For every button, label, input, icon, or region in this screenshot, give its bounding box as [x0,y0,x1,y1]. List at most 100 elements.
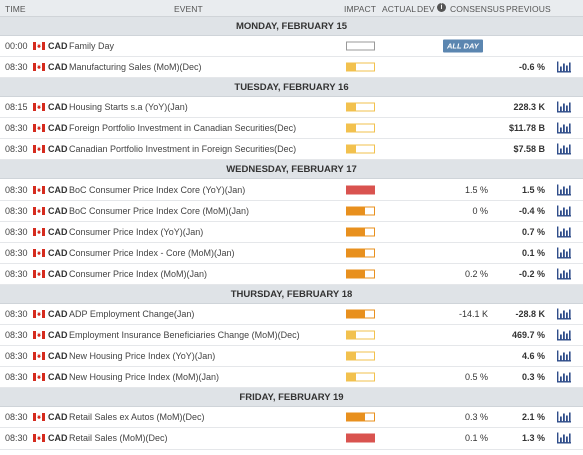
chart-icon[interactable] [557,205,571,217]
event-name[interactable]: Employment Insurance Beneficiaries Chang… [69,330,300,341]
event-time: 08:15 [5,102,28,113]
header-consensus[interactable]: CONSENSUS [450,4,505,14]
chart-icon[interactable] [557,101,571,113]
day-header: MONDAY, FEBRUARY 15 [0,17,583,36]
event-row[interactable]: 08:30 CAD Retail Sales ex Autos (MoM)(Dec)… [0,407,583,429]
event-name[interactable]: Retail Sales (MoM)(Dec) [69,433,168,444]
impact-fill [347,413,365,421]
event-name[interactable]: Canadian Portfolio Investment in Foreign… [69,144,297,155]
event-row[interactable]: 08:30 CAD Canadian Portfolio Investment in… [0,139,583,161]
header-previous[interactable]: PREVIOUS [506,4,551,14]
event-row[interactable]: 08:30 CAD Consumer Price Index (YoY)(Jan) 0… [0,221,583,243]
event-name[interactable]: Housing Starts s.a (YoY)(Jan) [69,102,188,113]
event-row[interactable]: 08:15 CAD Housing Starts s.a (YoY)(Jan) 228… [0,97,583,119]
event-name[interactable]: Retail Sales ex Autos (MoM)(Dec) [69,412,205,423]
canada-flag-icon [33,331,45,340]
impact-indicator [346,123,375,133]
canada-flag-icon [33,309,45,318]
impact-indicator [346,41,375,51]
event-previous: 1.3 % [521,433,545,444]
chart-icon[interactable] [557,308,571,320]
chart-icon[interactable] [557,350,571,362]
event-name[interactable]: BoC Consumer Price Index Core (MoM)(Jan) [69,205,250,216]
event-name[interactable]: Consumer Price Index (YoY)(Jan) [69,226,204,237]
event-time: 08:30 [5,144,28,155]
impact-fill [347,373,356,381]
event-row[interactable]: 08:30 CAD ADP Employment Change(Jan) -14.1 … [0,303,583,326]
event-row[interactable]: 08:30 CAD Foreign Portfolio Investment in … [0,118,583,140]
event-consensus: -14.1 K [458,308,488,319]
canada-flag-icon [33,42,45,51]
impact-fill [347,103,356,111]
header-impact[interactable]: IMPACT [344,4,377,14]
chart-icon[interactable] [557,371,571,383]
chart-icon[interactable] [557,268,571,280]
event-name[interactable]: Family Day [69,41,115,52]
chart-icon[interactable] [557,226,571,238]
all-day-badge: ALL DAY [443,39,483,53]
impact-indicator [346,248,375,258]
chart-icon[interactable] [557,411,571,423]
event-name[interactable]: New Housing Price Index (MoM)(Jan) [69,372,220,383]
event-row[interactable]: 08:30 CAD BoC Consumer Price Index Core (M… [0,200,583,222]
event-name[interactable]: Consumer Price Index - Core (MoM)(Jan) [69,247,235,258]
chart-icon[interactable] [557,61,571,73]
event-previous: 2.1 % [521,412,545,423]
event-name[interactable]: Foreign Portfolio Investment in Canadian… [69,123,297,134]
event-time: 08:30 [5,330,28,341]
event-row[interactable]: 08:30 CAD Consumer Price Index - Core (MoM… [0,242,583,264]
event-name[interactable]: New Housing Price Index (YoY)(Jan) [69,351,216,362]
event-currency: CAD [48,433,68,444]
header-actual[interactable]: ACTUAL [382,4,417,14]
impact-fill [347,434,374,442]
table-header: TIME EVENT IMPACT ACTUAL DEV i CONSENSUS… [0,0,583,17]
event-row[interactable]: 00:00 CAD Family Day ALL DAY [0,36,583,58]
impact-indicator [346,185,375,195]
event-consensus: 0.5 % [464,372,488,383]
event-row[interactable]: 08:30 CAD Retail Sales (MoM)(Dec) 0.1 % 1.3 … [0,428,583,450]
event-currency: CAD [48,123,68,134]
event-previous: -28.8 K [515,308,545,319]
header-time[interactable]: TIME [5,4,26,14]
info-icon[interactable]: i [437,3,446,12]
event-currency: CAD [48,144,68,155]
chart-icon[interactable] [557,247,571,259]
chart-icon[interactable] [557,122,571,134]
event-name[interactable]: ADP Employment Change(Jan) [69,308,195,319]
event-currency: CAD [48,41,68,52]
impact-fill [347,310,365,318]
chart-icon[interactable] [557,329,571,341]
event-row[interactable]: 08:30 CAD Employment Insurance Beneficiari… [0,325,583,347]
impact-fill [347,270,365,278]
day-header: WEDNESDAY, FEBRUARY 17 [0,160,583,180]
event-name[interactable]: Manufacturing Sales (MoM)(Dec) [69,62,202,73]
event-name[interactable]: Consumer Price Index (MoM)(Jan) [69,268,208,279]
day-header: FRIDAY, FEBRUARY 19 [0,388,583,408]
event-row[interactable]: 08:30 CAD Manufacturing Sales (MoM)(Dec) -0… [0,57,583,79]
canada-flag-icon [33,124,45,133]
impact-indicator [346,62,375,72]
impact-fill [347,331,356,339]
header-dev[interactable]: DEV [417,4,435,14]
canada-flag-icon [33,352,45,361]
chart-icon[interactable] [557,184,571,196]
event-time: 08:30 [5,247,28,258]
event-time: 08:30 [5,308,28,319]
canada-flag-icon [33,248,45,257]
event-time: 08:30 [5,433,28,444]
event-row[interactable]: 08:30 CAD Consumer Price Index (MoM)(Jan) 0… [0,263,583,285]
event-name[interactable]: BoC Consumer Price Index Core (YoY)(Jan) [69,184,246,195]
event-row[interactable]: 08:30 CAD New Housing Price Index (YoY)(Ja… [0,346,583,368]
header-event[interactable]: EVENT [174,4,203,14]
chart-icon[interactable] [557,432,571,444]
event-previous: -0.6 % [518,62,545,73]
event-consensus: 0.3 % [464,412,488,423]
event-row[interactable]: 08:30 CAD BoC Consumer Price Index Core (Y… [0,179,583,201]
calendar-body: MONDAY, FEBRUARY 15 00:00 CAD Family Day ALL… [0,17,583,450]
event-previous: 469.7 % [511,330,545,341]
canada-flag-icon [33,103,45,112]
event-row[interactable]: 08:30 CAD New Housing Price Index (MoM)(Ja… [0,367,583,389]
day-header: THURSDAY, FEBRUARY 18 [0,284,583,304]
event-previous: $7.58 B [513,144,545,155]
chart-icon[interactable] [557,143,571,155]
